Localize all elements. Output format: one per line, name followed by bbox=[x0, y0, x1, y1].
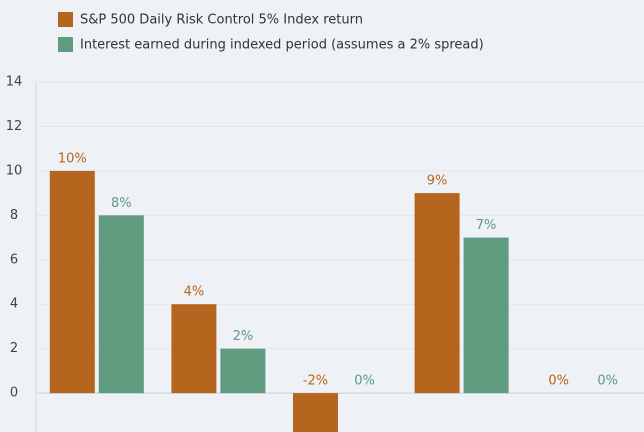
legend-swatch bbox=[58, 12, 73, 27]
bar bbox=[414, 193, 460, 394]
y-tick-label: 10 bbox=[6, 163, 23, 178]
y-tick-label: 8 bbox=[10, 208, 18, 223]
bar bbox=[171, 304, 217, 394]
y-tick-label: 0 bbox=[10, 386, 18, 401]
data-label: 7% bbox=[476, 218, 497, 233]
data-label: -2% bbox=[303, 374, 328, 389]
bar bbox=[293, 393, 338, 432]
data-label: 4% bbox=[184, 285, 205, 300]
data-label: 2% bbox=[233, 329, 254, 344]
data-label: 9% bbox=[427, 174, 448, 189]
data-label: 10% bbox=[58, 151, 87, 166]
bar bbox=[220, 348, 266, 394]
data-label: 0% bbox=[597, 374, 618, 389]
bar bbox=[98, 215, 144, 394]
y-tick-label: 4 bbox=[10, 297, 18, 312]
y-tick-label: 12 bbox=[6, 119, 23, 134]
bar bbox=[463, 237, 509, 394]
legend-label: Interest earned during indexed period (a… bbox=[80, 38, 484, 53]
bars bbox=[49, 170, 509, 432]
y-tick-label: 2 bbox=[10, 341, 18, 356]
y-tick-label: 6 bbox=[10, 252, 18, 267]
legend-label: S&P 500 Daily Risk Control 5% Index retu… bbox=[80, 13, 363, 28]
y-tick-label: 14 bbox=[6, 75, 23, 90]
legend-swatch bbox=[58, 37, 73, 52]
bar bbox=[49, 170, 95, 394]
data-label: 0% bbox=[548, 374, 569, 389]
data-label: 0% bbox=[354, 374, 375, 389]
data-label: 8% bbox=[111, 196, 132, 211]
